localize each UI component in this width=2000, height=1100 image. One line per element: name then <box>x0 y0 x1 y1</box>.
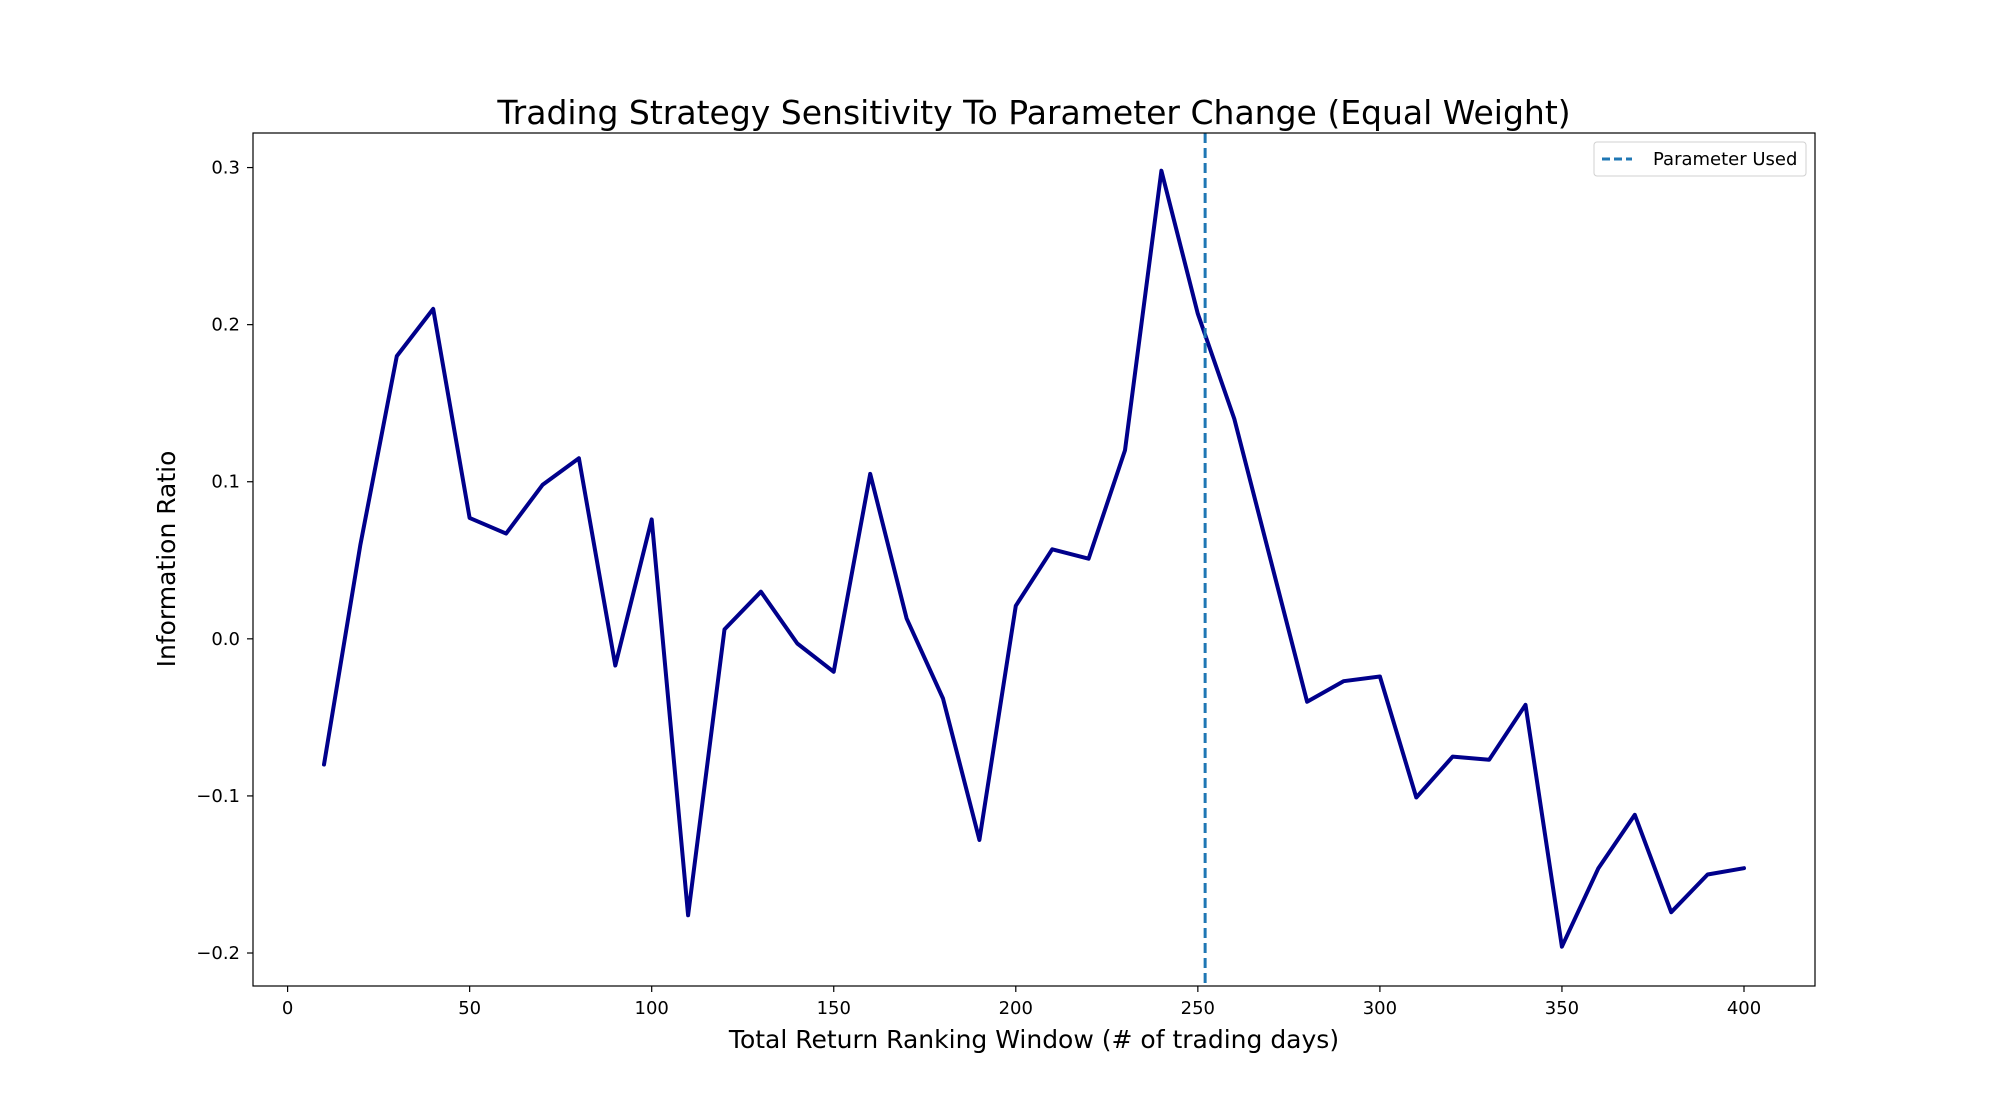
legend-label: Parameter Used <box>1653 149 1797 170</box>
x-tick-label: 300 <box>1363 998 1397 1019</box>
x-tick-label: 100 <box>635 998 669 1019</box>
x-tick-label: 350 <box>1545 998 1579 1019</box>
series-line <box>322 168 1746 949</box>
x-tick-label: 150 <box>817 998 851 1019</box>
x-tick-label: 200 <box>999 998 1033 1019</box>
y-tick-label: −0.1 <box>196 786 240 807</box>
legend: Parameter Used <box>1593 141 1807 177</box>
x-axis: 0 50 100 150 200 250 300 350 400 <box>282 986 1761 1019</box>
x-tick-label: 50 <box>458 998 481 1019</box>
legend-box <box>1593 141 1807 177</box>
y-axis-label: Information Ratio <box>152 451 181 668</box>
y-tick-label: 0.1 <box>211 472 240 493</box>
x-tick-label: 0 <box>282 998 293 1019</box>
y-tick-label: 0.3 <box>211 158 240 179</box>
y-tick-label: 0.2 <box>211 315 240 336</box>
x-tick-label: 400 <box>1727 998 1761 1019</box>
x-tick-label: 250 <box>1181 998 1215 1019</box>
x-axis-label: Total Return Ranking Window (# of tradin… <box>728 1025 1339 1054</box>
y-tick-label: 0.0 <box>211 629 240 650</box>
plot-area <box>322 133 1746 986</box>
chart-title: Trading Strategy Sensitivity To Paramete… <box>496 93 1570 132</box>
y-tick-label: −0.2 <box>196 943 240 964</box>
axes-frame <box>252 132 1816 987</box>
y-axis: −0.2 −0.1 0.0 0.1 0.2 0.3 <box>196 158 253 964</box>
